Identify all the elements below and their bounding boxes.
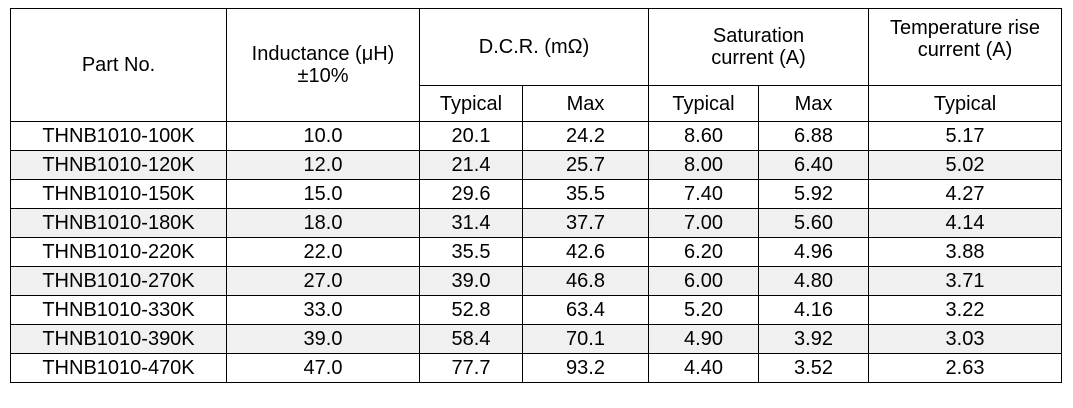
sat-max-cell: 4.80	[757, 266, 870, 296]
sat-typical-cell: 8.00	[648, 150, 759, 180]
sat-max-cell: 6.40	[757, 150, 870, 180]
inductance-cell: 10.0	[226, 121, 420, 151]
part-no-cell: THNB1010-150K	[10, 179, 227, 209]
subheader-sat-typical: Typical	[648, 85, 759, 122]
dcr-typical-cell: 35.5	[419, 237, 523, 267]
sat-max-cell: 3.52	[757, 353, 870, 383]
sat-max-cell: 6.88	[757, 121, 870, 151]
dcr-typical-cell: 52.8	[419, 295, 523, 325]
table-row: THNB1010-330K 33.0 52.8 63.4 5.20 4.16 3.22	[10, 295, 1063, 325]
dcr-typical-cell: 29.6	[419, 179, 523, 209]
dcr-typical-cell: 31.4	[419, 208, 523, 238]
table-row: THNB1010-120K 12.0 21.4 25.7 8.00 6.40 5.02	[10, 150, 1063, 180]
dcr-max-cell: 37.7	[522, 208, 649, 238]
temp-rise-typical-cell: 4.14	[868, 208, 1063, 238]
inductance-cell: 15.0	[226, 179, 420, 209]
dcr-max-cell: 24.2	[522, 121, 649, 151]
part-no-cell: THNB1010-330K	[10, 295, 227, 325]
subheader-dcr-typical: Typical	[419, 85, 523, 122]
inductance-cell: 22.0	[226, 237, 420, 267]
header-temp-rise-current: Temperature rise current (A)	[868, 8, 1063, 86]
dcr-typical-cell: 58.4	[419, 324, 523, 354]
table-row: THNB1010-180K 18.0 31.4 37.7 7.00 5.60 4.14	[10, 208, 1063, 238]
dcr-max-cell: 93.2	[522, 353, 649, 383]
temp-rise-typical-cell: 4.27	[868, 179, 1063, 209]
part-no-cell: THNB1010-270K	[10, 266, 227, 296]
dcr-max-cell: 25.7	[522, 150, 649, 180]
temp-rise-typical-cell: 3.88	[868, 237, 1063, 267]
sat-typical-cell: 7.40	[648, 179, 759, 209]
temp-rise-typical-cell: 5.17	[868, 121, 1063, 151]
sat-max-cell: 4.96	[757, 237, 870, 267]
sat-typical-cell: 4.40	[648, 353, 759, 383]
part-no-cell: THNB1010-100K	[10, 121, 227, 151]
dcr-typical-cell: 20.1	[419, 121, 523, 151]
sat-typical-cell: 6.20	[648, 237, 759, 267]
inductance-cell: 27.0	[226, 266, 420, 296]
inductance-cell: 18.0	[226, 208, 420, 238]
inductor-spec-table: Part No. Inductance (μH) ±10% D.C.R. (mΩ…	[10, 8, 1063, 383]
sat-max-cell: 3.92	[757, 324, 870, 354]
part-no-cell: THNB1010-390K	[10, 324, 227, 354]
inductance-cell: 47.0	[226, 353, 420, 383]
dcr-typical-cell: 39.0	[419, 266, 523, 296]
part-no-cell: THNB1010-120K	[10, 150, 227, 180]
table-row: THNB1010-270K 27.0 39.0 46.8 6.00 4.80 3.71	[10, 266, 1063, 296]
header-inductance-tolerance: ±10%	[297, 65, 349, 87]
subheader-dcr-max: Max	[522, 85, 649, 122]
dcr-max-cell: 70.1	[522, 324, 649, 354]
temp-rise-typical-cell: 3.71	[868, 266, 1063, 296]
temp-rise-typical-cell: 2.63	[868, 353, 1063, 383]
table-row: THNB1010-150K 15.0 29.6 35.5 7.40 5.92 4.27	[10, 179, 1063, 209]
header-inductance-label: Inductance (μH)	[251, 43, 395, 65]
sat-max-cell: 4.16	[757, 295, 870, 325]
sat-typical-cell: 8.60	[648, 121, 759, 151]
sat-max-cell: 5.92	[757, 179, 870, 209]
dcr-max-cell: 63.4	[522, 295, 649, 325]
header-dcr: D.C.R. (mΩ)	[419, 8, 649, 86]
sat-typical-cell: 4.90	[648, 324, 759, 354]
table-row: THNB1010-100K 10.0 20.1 24.2 8.60 6.88 5.17	[10, 121, 1063, 151]
inductance-cell: 33.0	[226, 295, 420, 325]
temp-rise-typical-cell: 3.03	[868, 324, 1063, 354]
table-row: THNB1010-220K 22.0 35.5 42.6 6.20 4.96 3.88	[10, 237, 1063, 267]
temp-rise-typical-cell: 5.02	[868, 150, 1063, 180]
dcr-max-cell: 42.6	[522, 237, 649, 267]
part-no-cell: THNB1010-180K	[10, 208, 227, 238]
part-no-cell: THNB1010-470K	[10, 353, 227, 383]
part-no-cell: THNB1010-220K	[10, 237, 227, 267]
subheader-sat-max: Max	[757, 85, 870, 122]
sat-typical-cell: 5.20	[648, 295, 759, 325]
temp-rise-typical-cell: 3.22	[868, 295, 1063, 325]
inductance-cell: 12.0	[226, 150, 420, 180]
dcr-max-cell: 46.8	[522, 266, 649, 296]
subheader-temp-typical: Typical	[868, 85, 1063, 122]
header-saturation-current: Saturation current (A)	[647, 8, 870, 86]
table-row: THNB1010-390K 39.0 58.4 70.1 4.90 3.92 3.03	[10, 324, 1063, 354]
dcr-max-cell: 35.5	[522, 179, 649, 209]
header-inductance: Inductance (μH) ±10%	[226, 8, 420, 122]
sat-max-cell: 5.60	[757, 208, 870, 238]
header-part-no: Part No.	[10, 8, 227, 122]
table-row: THNB1010-470K 47.0 77.7 93.2 4.40 3.52 2.63	[10, 353, 1063, 383]
dcr-typical-cell: 21.4	[419, 150, 523, 180]
dcr-typical-cell: 77.7	[419, 353, 523, 383]
sat-typical-cell: 6.00	[648, 266, 759, 296]
sat-typical-cell: 7.00	[648, 208, 759, 238]
inductance-cell: 39.0	[226, 324, 420, 354]
